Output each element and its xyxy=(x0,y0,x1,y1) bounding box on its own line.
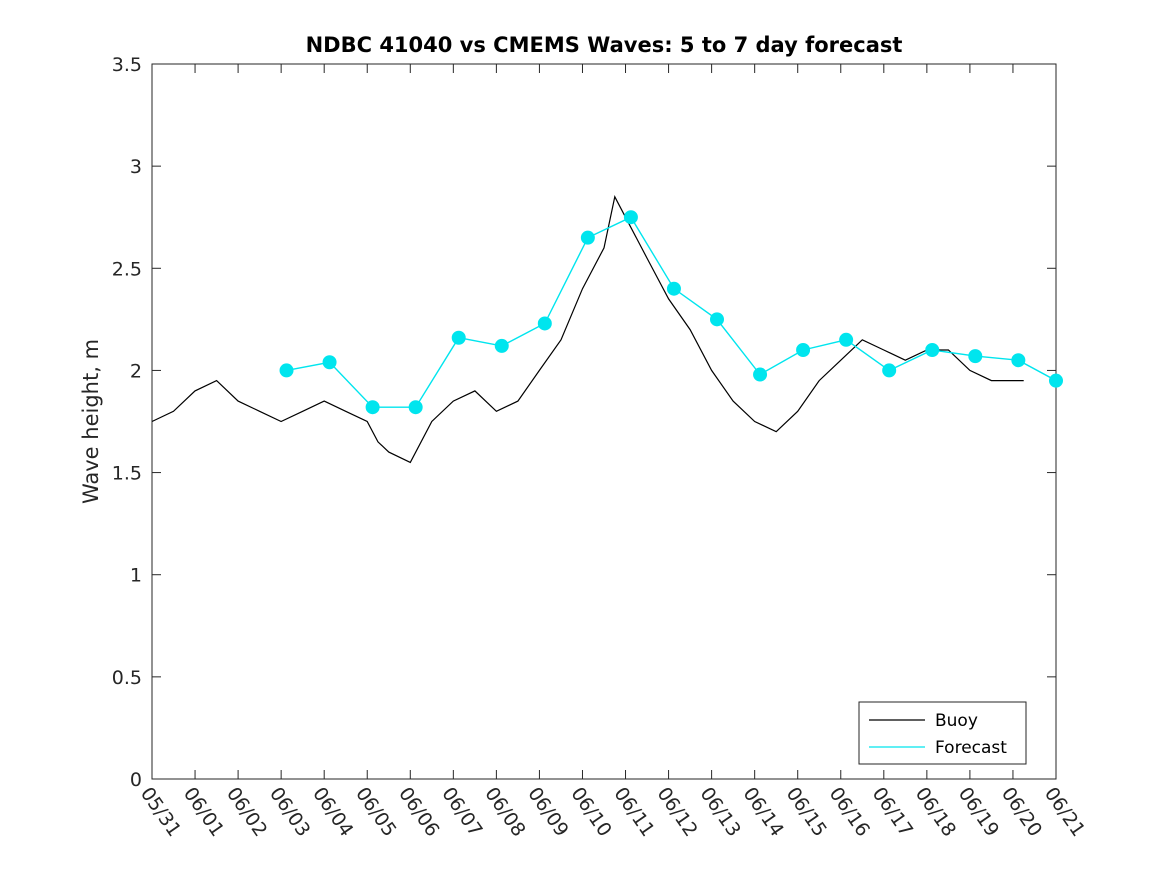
y-tick-label: 2.5 xyxy=(112,258,142,280)
y-tick-label: 0.5 xyxy=(112,667,142,689)
x-tick-label: 06/19 xyxy=(954,783,1003,840)
x-tick-label: 06/12 xyxy=(652,783,701,840)
axes-box xyxy=(151,63,1057,780)
forecast-point xyxy=(796,343,811,357)
y-tick-label: 3 xyxy=(130,156,142,178)
legend-label: Buoy xyxy=(935,711,978,731)
forecast-point xyxy=(968,349,983,364)
legend: Buoy Forecast xyxy=(858,701,1027,765)
forecast-point xyxy=(537,316,552,331)
forecast-point xyxy=(882,363,897,378)
forecast-point xyxy=(580,230,595,245)
x-tick-label: 06/04 xyxy=(308,783,357,840)
series-line-buoy xyxy=(152,195,1024,464)
x-tick-label: 06/15 xyxy=(782,783,831,840)
series-line-forecast xyxy=(286,216,1056,408)
forecast-point xyxy=(666,281,681,296)
forecast-point xyxy=(1049,373,1063,388)
chart-title: NDBC 41040 vs CMEMS Waves: 5 to 7 day fo… xyxy=(306,33,903,57)
legend-label: Forecast xyxy=(935,738,1007,758)
y-axis-label: Wave height, m xyxy=(79,339,103,504)
forecast-point xyxy=(451,330,466,345)
x-tick-label: 06/14 xyxy=(739,783,788,840)
legend-box xyxy=(858,701,1027,765)
y-tick-label: 1.5 xyxy=(112,463,142,485)
x-tick-label: 06/18 xyxy=(911,783,960,840)
forecast-point xyxy=(408,400,423,415)
y-tick-label: 2 xyxy=(130,360,142,382)
x-tick-label: 06/13 xyxy=(696,783,745,840)
x-tick-label: 06/01 xyxy=(179,783,228,840)
x-tick-label: 06/16 xyxy=(825,783,874,840)
x-tick-label: 06/10 xyxy=(566,783,615,840)
x-tick-label: 06/07 xyxy=(437,783,486,840)
forecast-point xyxy=(494,338,509,353)
forecast-point xyxy=(623,210,638,225)
x-tick-label: 06/21 xyxy=(1040,783,1089,840)
forecast-point xyxy=(322,355,337,370)
forecast-point xyxy=(925,343,940,357)
y-tick-label: 0 xyxy=(130,769,142,791)
x-tick-label: 06/02 xyxy=(222,783,271,840)
x-tick-label: 05/31 xyxy=(136,783,185,840)
x-tick-label: 06/06 xyxy=(394,783,443,840)
x-tick-label: 06/05 xyxy=(351,783,400,840)
x-tick-label: 06/11 xyxy=(609,783,658,840)
x-tick-label: 06/17 xyxy=(868,783,917,840)
x-tick-label: 06/09 xyxy=(523,783,572,840)
forecast-point xyxy=(710,312,724,327)
forecast-point xyxy=(753,367,768,382)
forecast-point xyxy=(365,400,380,415)
y-tick-label: 1 xyxy=(130,565,142,587)
x-tick-label: 06/08 xyxy=(480,783,529,840)
y-tick-label: 3.5 xyxy=(112,54,142,76)
forecast-point xyxy=(1011,353,1026,368)
forecast-point xyxy=(839,332,854,347)
x-tick-label: 06/20 xyxy=(997,783,1046,840)
forecast-point xyxy=(279,363,294,378)
x-tick-label: 06/03 xyxy=(265,783,314,840)
